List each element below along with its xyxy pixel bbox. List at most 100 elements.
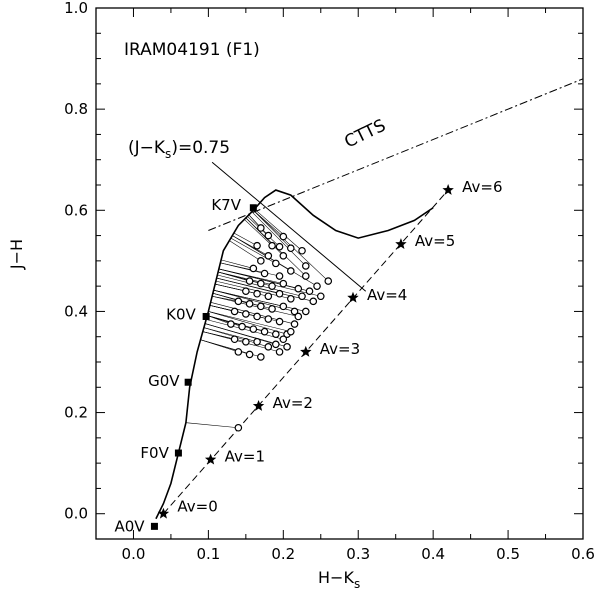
x-axis-title-main: H−K bbox=[318, 568, 354, 587]
spectral-type-marker bbox=[174, 449, 182, 457]
spectral-type-label: G0V bbox=[148, 372, 180, 390]
source-point bbox=[242, 287, 250, 296]
y-tick-label: 0.6 bbox=[64, 201, 88, 219]
jks-label: (J−Ks)=0.75 bbox=[128, 138, 230, 161]
source-point bbox=[257, 302, 265, 311]
jks-label-pre: (J−K bbox=[128, 138, 166, 158]
source-point bbox=[234, 297, 243, 306]
source-point bbox=[253, 241, 261, 250]
source-point bbox=[245, 300, 254, 308]
source-point bbox=[294, 312, 303, 321]
x-tick-label: 0.5 bbox=[496, 545, 520, 563]
av-marker bbox=[347, 291, 359, 303]
source-point bbox=[298, 292, 306, 301]
source-point bbox=[264, 343, 273, 351]
source-point bbox=[286, 327, 295, 336]
source-point bbox=[257, 353, 265, 361]
source-point bbox=[275, 348, 284, 356]
dereddening-line bbox=[247, 216, 280, 247]
av-marker bbox=[395, 238, 407, 250]
dereddening-line bbox=[233, 232, 258, 246]
source-point bbox=[249, 264, 258, 273]
av-label: Av=6 bbox=[462, 178, 502, 196]
dereddening-line bbox=[253, 210, 291, 249]
av-label: Av=5 bbox=[415, 232, 455, 250]
ctts-locus bbox=[208, 78, 584, 231]
dereddening-line bbox=[254, 208, 303, 251]
source-point bbox=[275, 272, 284, 280]
dereddening-line bbox=[218, 268, 310, 292]
spectral-type-marker bbox=[202, 312, 210, 320]
spectral-type-marker bbox=[150, 522, 158, 530]
dwarf-locus bbox=[155, 189, 434, 520]
source-point bbox=[260, 327, 269, 336]
x-tick-label: 0.1 bbox=[196, 545, 220, 563]
y-tick-label: 0.2 bbox=[64, 404, 88, 422]
source-point bbox=[268, 305, 276, 313]
source-point bbox=[268, 241, 276, 250]
spectral-type-marker bbox=[184, 378, 192, 386]
source-point bbox=[279, 232, 288, 241]
source-point bbox=[272, 330, 280, 338]
av-label: Av=3 bbox=[320, 340, 360, 358]
dereddening-line bbox=[185, 422, 239, 429]
source-point bbox=[264, 231, 273, 240]
dereddening-line bbox=[212, 295, 299, 317]
x-tick-label: 0.0 bbox=[122, 545, 146, 563]
source-point bbox=[227, 320, 235, 328]
source-point bbox=[316, 292, 325, 301]
source-point bbox=[286, 244, 295, 253]
spectral-type-label: K0V bbox=[166, 305, 196, 323]
source-point bbox=[257, 224, 265, 232]
source-point bbox=[301, 307, 310, 316]
jks-line bbox=[211, 161, 367, 292]
ctts-label: CTTS bbox=[341, 116, 389, 153]
source-point bbox=[290, 307, 299, 316]
dereddening-line bbox=[229, 240, 261, 262]
source-point bbox=[272, 340, 280, 349]
source-point bbox=[290, 320, 299, 328]
source-point bbox=[301, 262, 310, 270]
y-tick-label: 1.0 bbox=[64, 0, 88, 17]
source-point bbox=[283, 343, 291, 351]
jks-label-sub: s bbox=[165, 147, 171, 161]
source-point bbox=[313, 282, 321, 290]
source-point bbox=[234, 348, 243, 356]
dereddening-line bbox=[208, 311, 291, 332]
source-point bbox=[245, 350, 254, 359]
spectral-type-label: F0V bbox=[140, 444, 169, 462]
source-point bbox=[253, 312, 261, 321]
plot-frame bbox=[95, 7, 584, 540]
dereddening-line bbox=[216, 277, 314, 302]
chart-title: IRAM04191 (F1) bbox=[124, 40, 260, 60]
source-point bbox=[275, 242, 284, 251]
dereddening-line bbox=[213, 289, 306, 312]
source-point bbox=[260, 269, 269, 278]
av-marker bbox=[204, 453, 217, 465]
source-point bbox=[286, 267, 295, 275]
source-point bbox=[275, 289, 284, 298]
markers bbox=[150, 184, 454, 530]
dereddening-line bbox=[230, 237, 276, 264]
source-point bbox=[253, 289, 261, 298]
av-label: Av=2 bbox=[273, 394, 313, 412]
source-point bbox=[234, 423, 243, 432]
spectral-type-marker bbox=[249, 204, 257, 212]
source-point bbox=[298, 246, 306, 255]
source-point bbox=[324, 277, 333, 285]
source-point bbox=[275, 317, 284, 326]
x-axis-title-sub: s bbox=[354, 577, 360, 591]
y-tick-label: 0.4 bbox=[64, 302, 88, 320]
source-point bbox=[242, 310, 250, 318]
av-label: Av=0 bbox=[177, 498, 217, 516]
source-point bbox=[279, 252, 288, 260]
source-point bbox=[230, 307, 239, 316]
source-point bbox=[253, 337, 261, 346]
spectral-type-label: A0V bbox=[114, 517, 145, 535]
x-axis-title: H−Ks bbox=[318, 568, 360, 591]
source-point bbox=[264, 292, 273, 301]
x-tick-label: 0.3 bbox=[346, 545, 370, 563]
source-point bbox=[279, 335, 288, 344]
dereddening-line bbox=[206, 319, 284, 340]
source-point bbox=[245, 277, 254, 285]
